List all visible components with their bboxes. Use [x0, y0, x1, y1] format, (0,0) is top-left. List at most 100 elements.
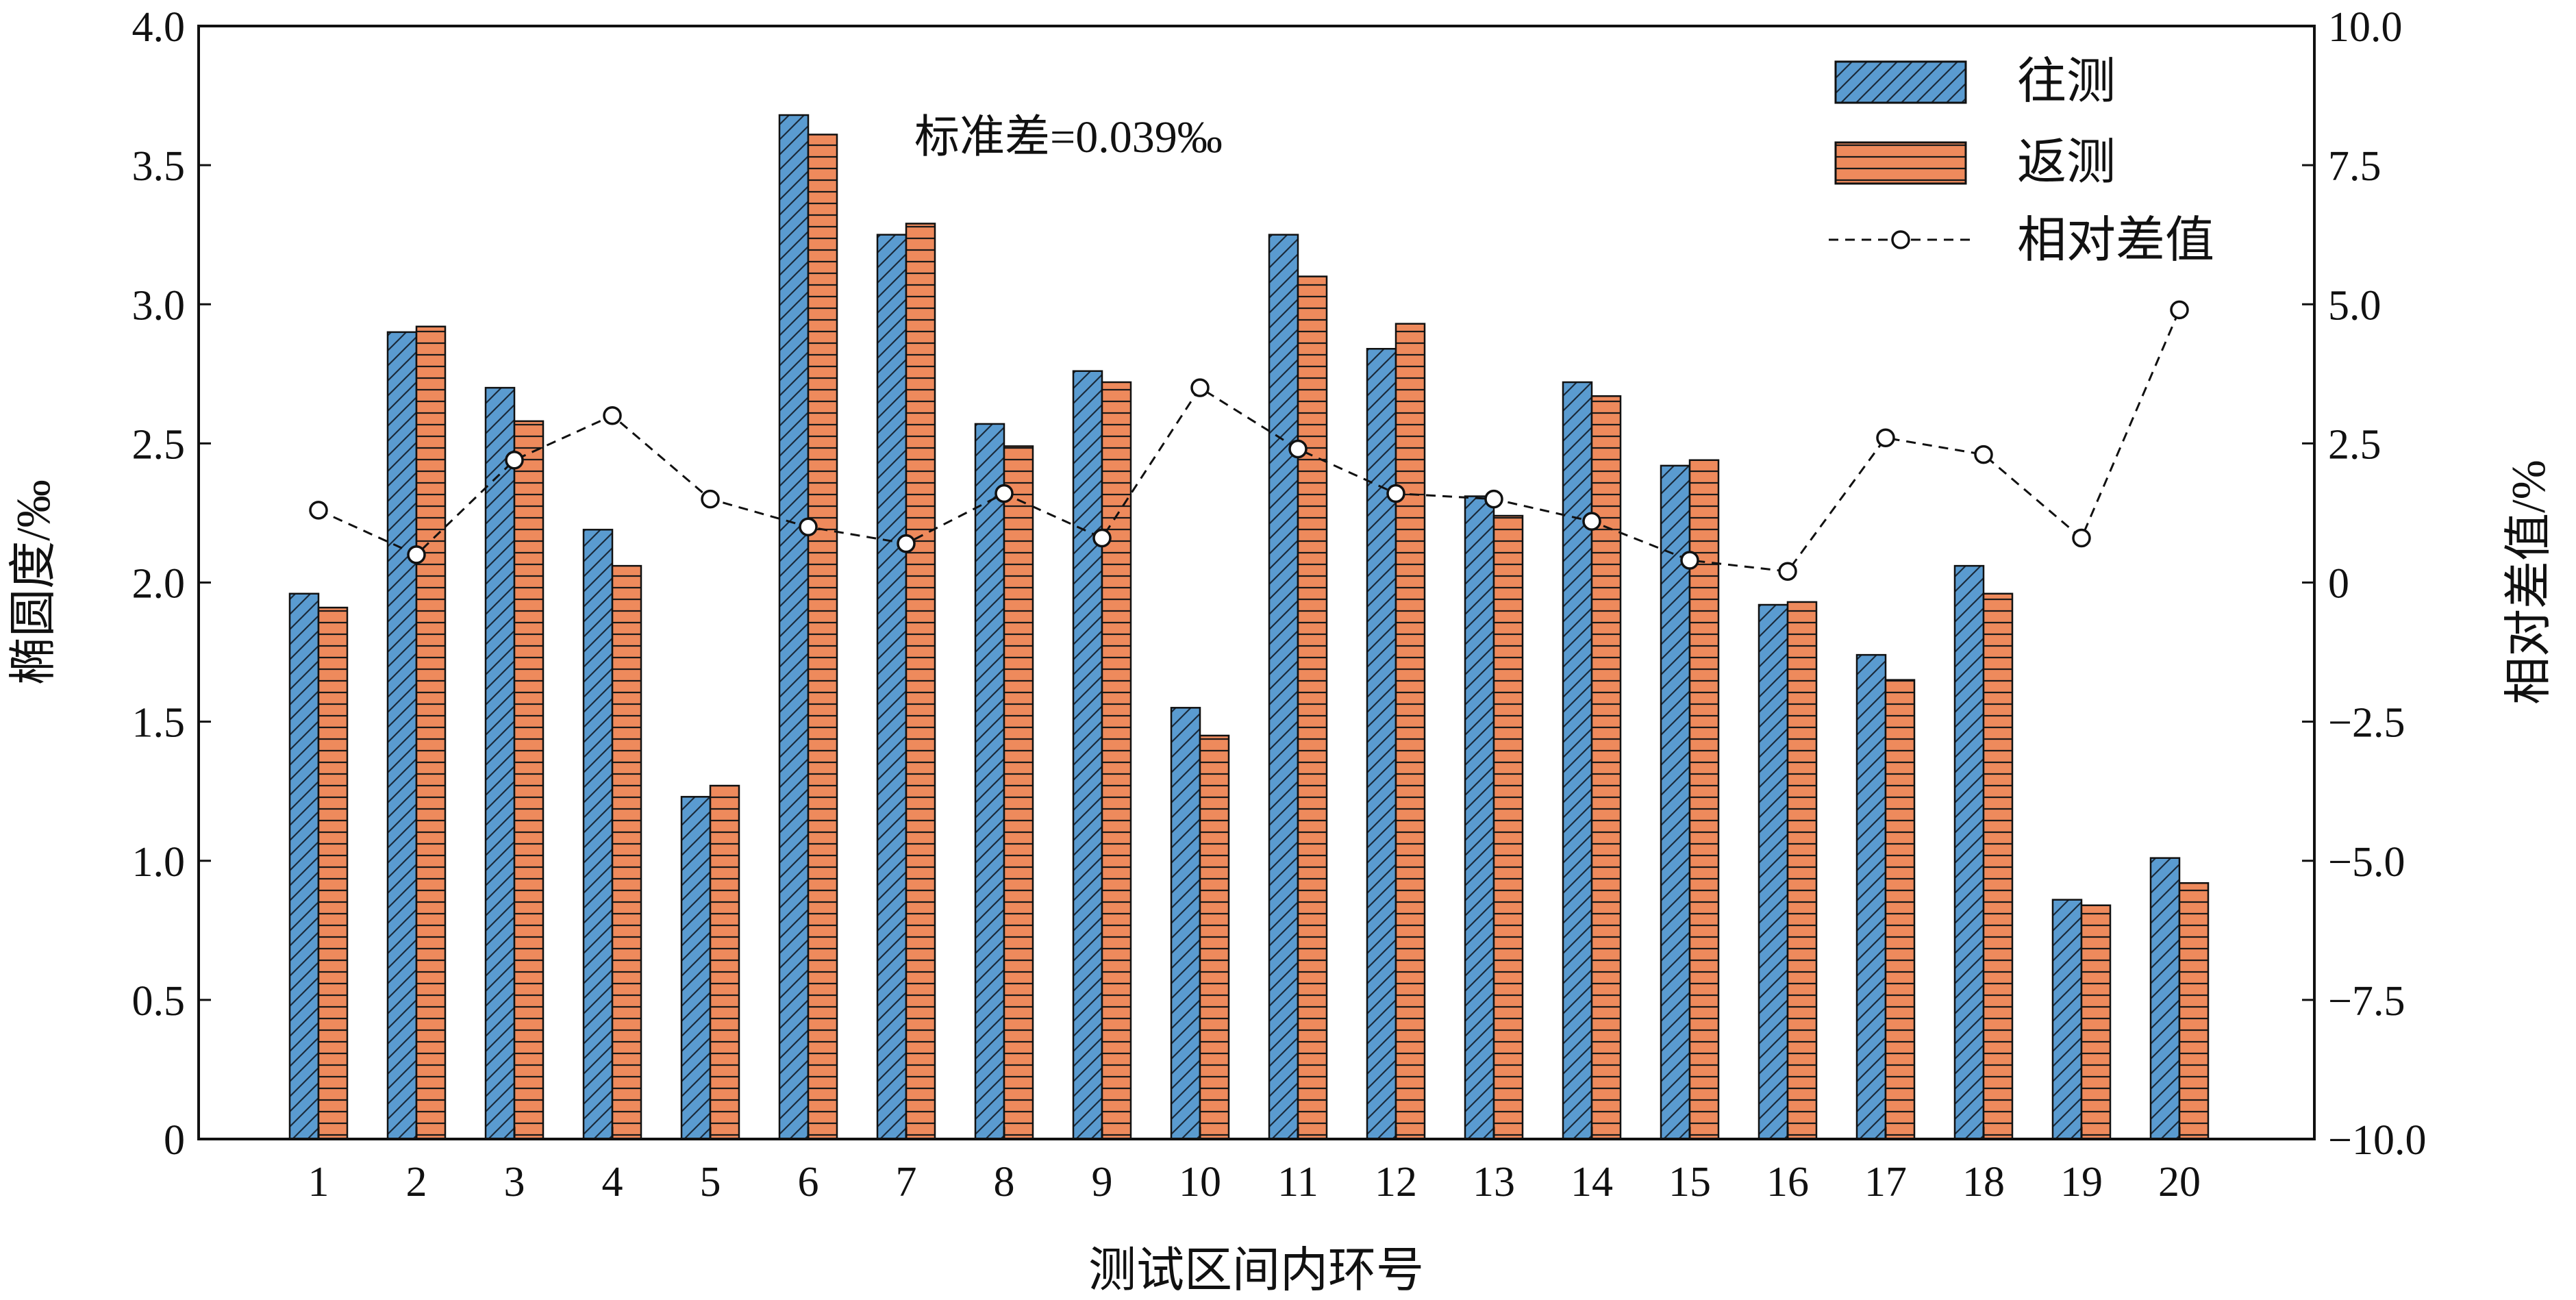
bar-series-2-4 — [611, 564, 642, 1140]
x-tick-label-9: 9 — [1092, 1159, 1113, 1205]
bar-series-2-2 — [415, 325, 447, 1140]
axes-layer: 0 0.5 1.0 1.5 2.0 2.5 3.0 3.5 4.0 −10.0 −7.5 −5.0 −2… — [132, 4, 2427, 1205]
x-tick-label-15: 15 — [1668, 1159, 1711, 1205]
x-tick-label-14: 14 — [1571, 1159, 1613, 1205]
relative-diff-point-18 — [1974, 445, 1993, 464]
bar-series-2-18 — [1982, 592, 2014, 1140]
y2-tick-label-7: 7.5 — [2328, 143, 2381, 190]
bar-series-2-17 — [1884, 679, 1916, 1140]
bar-series-1-2 — [386, 331, 418, 1140]
x-tick-label-7: 7 — [896, 1159, 917, 1205]
relative-diff-point-16 — [1778, 562, 1797, 581]
legend-marker-series-3 — [1891, 230, 1910, 249]
bar-series-2-14 — [1590, 395, 1622, 1140]
relative-diff-point-9 — [1092, 528, 1112, 548]
relative-diff-line — [318, 309, 2181, 573]
legend-label-series-2: 返测 — [2017, 135, 2116, 190]
y-tick-label-2: 1.0 — [132, 839, 186, 886]
y-tick-label-1: 0.5 — [132, 978, 186, 1025]
x-tick-label-17: 17 — [1864, 1159, 1907, 1205]
relative-diff-point-19 — [2072, 528, 2091, 548]
y-tick-label-6: 3.0 — [132, 282, 186, 329]
y2-tick-label-2: −5.0 — [2328, 839, 2405, 886]
y2-tick-label-0: −10.0 — [2328, 1117, 2426, 1164]
bar-series-2-16 — [1786, 601, 1818, 1140]
bars-series-2 — [317, 134, 2210, 1140]
y2-axis-title: 相对差值/% — [2503, 460, 2555, 705]
x-tick-label-19: 19 — [2060, 1159, 2103, 1205]
legend-swatch-series-1 — [1834, 60, 1967, 104]
y2-tick-label-5: 2.5 — [2328, 421, 2381, 468]
bar-series-1-11 — [1268, 234, 1299, 1140]
relative-diff-point-2 — [407, 545, 426, 564]
x-tick-label-18: 18 — [1962, 1159, 2005, 1205]
bar-series-2-5 — [709, 784, 740, 1140]
bar-series-1-4 — [582, 529, 614, 1140]
bar-series-1-17 — [1855, 653, 1887, 1140]
y2-tick-label-4: 0 — [2328, 561, 2349, 608]
x-tick-label-10: 10 — [1179, 1159, 1221, 1205]
bar-series-2-6 — [807, 134, 838, 1140]
relative-diff-point-10 — [1190, 378, 1210, 397]
legend-swatch-series-2 — [1834, 141, 1967, 185]
bar-series-2-19 — [2080, 904, 2112, 1140]
y-tick-label-8: 4.0 — [132, 4, 186, 51]
y2-tick-label-6: 5.0 — [2328, 282, 2381, 329]
bar-series-2-20 — [2178, 882, 2210, 1140]
x-tick-label-6: 6 — [798, 1159, 819, 1205]
legend: 往测 返测 相对差值 — [1829, 54, 2214, 268]
relative-diff-point-12 — [1386, 484, 1405, 503]
y2-tick-label-1: −7.5 — [2328, 978, 2405, 1025]
bar-series-1-8 — [974, 423, 1005, 1140]
legend-label-series-3: 相对差值 — [2017, 213, 2214, 268]
y-tick-label-7: 3.5 — [132, 143, 186, 190]
x-tick-label-13: 13 — [1473, 1159, 1515, 1205]
x-tick-label-3: 3 — [504, 1159, 525, 1205]
relative-diff-point-11 — [1288, 439, 1308, 459]
bar-series-2-3 — [513, 420, 545, 1140]
bar-series-1-6 — [778, 114, 810, 1140]
x-tick-label-11: 11 — [1277, 1159, 1318, 1205]
bars-series-1 — [288, 114, 2181, 1140]
bar-series-2-9 — [1101, 381, 1132, 1140]
x-tick-label-12: 12 — [1375, 1159, 1417, 1205]
relative-diff-point-14 — [1582, 512, 1601, 531]
x-tick-label-16: 16 — [1766, 1159, 1809, 1205]
bar-series-1-14 — [1562, 381, 1593, 1140]
y2-tick-label-3: −2.5 — [2328, 700, 2405, 747]
relative-diff-point-13 — [1484, 489, 1503, 509]
y2-tick-label-8: 10.0 — [2328, 4, 2403, 51]
y-tick-label-4: 2.0 — [132, 561, 186, 608]
bar-series-2-10 — [1199, 734, 1230, 1140]
relative-diff-point-17 — [1876, 428, 1895, 447]
x-tick-label-4: 4 — [602, 1159, 623, 1205]
bar-series-1-18 — [1953, 564, 1985, 1140]
bar-series-2-8 — [1003, 445, 1034, 1140]
bar-series-1-3 — [484, 386, 516, 1140]
x-tick-label-1: 1 — [308, 1159, 329, 1205]
bar-series-2-13 — [1492, 514, 1524, 1140]
y-tick-label-3: 1.5 — [132, 700, 186, 747]
relative-diff-line-layer — [309, 300, 2189, 581]
y-tick-label-5: 2.5 — [132, 421, 186, 468]
relative-diff-point-3 — [505, 451, 524, 470]
relative-diff-point-20 — [2170, 300, 2189, 320]
x-tick-label-20: 20 — [2158, 1159, 2201, 1205]
annotation-stddev: 标准差=0.039‰ — [914, 112, 1223, 162]
bar-series-1-20 — [2149, 857, 2181, 1140]
bar-series-1-10 — [1170, 707, 1201, 1140]
bar-series-1-5 — [680, 796, 712, 1140]
relative-diff-point-7 — [897, 534, 916, 553]
bar-series-1-16 — [1758, 603, 1789, 1140]
relative-diff-point-1 — [309, 501, 328, 520]
y-axis-title: 椭圆度/‰ — [8, 479, 60, 684]
bar-series-2-1 — [317, 606, 349, 1140]
bar-series-1-12 — [1366, 348, 1397, 1140]
bar-series-1-9 — [1072, 370, 1103, 1140]
x-tick-label-2: 2 — [406, 1159, 427, 1205]
bar-series-1-1 — [288, 592, 320, 1140]
bar-series-1-7 — [876, 234, 908, 1140]
bar-series-2-11 — [1297, 275, 1328, 1140]
y-tick-label-0: 0 — [164, 1117, 185, 1164]
